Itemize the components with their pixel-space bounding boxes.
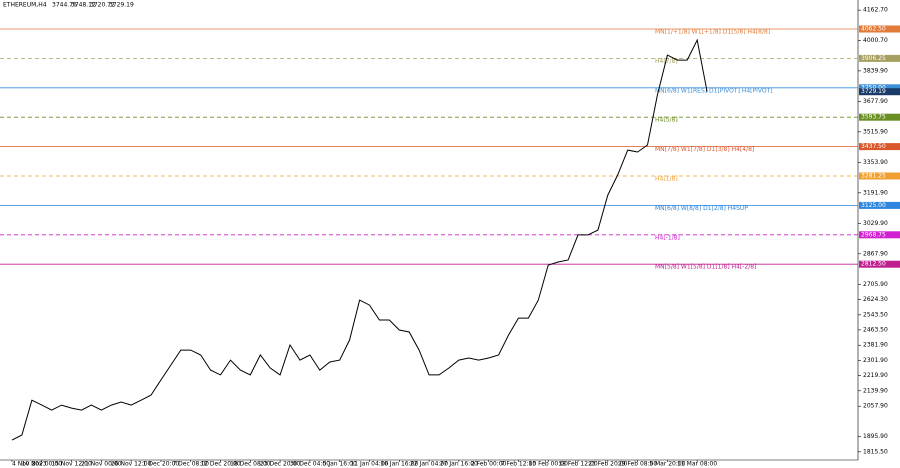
x-tick-label: 15 Nov 12:00 — [51, 461, 92, 468]
level-tag — [859, 84, 900, 92]
y-tick-label: 2381.90 — [863, 342, 888, 349]
x-tick-label: 7 Dec 08:00 — [172, 461, 209, 468]
x-tick-label: 27 Jan 16:00 — [440, 461, 478, 468]
y-tick-label: 3515.90 — [863, 128, 888, 135]
header: ETHEREUM,H4 3744.76 3748.12 3720.72 3729… — [3, 2, 134, 9]
level-tag — [859, 25, 900, 33]
level-tag — [859, 201, 900, 209]
x-tick-label: 23 Feb 20:00 — [588, 461, 628, 468]
y-tick-label: 3839.90 — [863, 67, 888, 74]
y-tick-label: 2543.50 — [863, 311, 888, 318]
level-tag — [859, 143, 900, 151]
level-tag-label: 3281.25 — [861, 173, 886, 180]
x-tick-label: 13 Feb 00:00 — [529, 461, 569, 468]
level-tag — [859, 260, 900, 268]
y-tick-label: 3353.90 — [863, 159, 888, 166]
x-tick-label: 7 Feb 12:00 — [501, 461, 537, 468]
level-tag-label: 4062.50 — [861, 25, 886, 32]
level-tag — [859, 54, 900, 62]
y-tick-label: 2705.90 — [863, 281, 888, 288]
y-tick-label: 2301.90 — [863, 357, 888, 364]
y-tick-label: 1895.90 — [863, 433, 888, 440]
level-tag — [859, 172, 900, 180]
y-tick-label: 2139.90 — [863, 387, 888, 394]
y-tick-label: 4000.70 — [863, 37, 888, 44]
x-tick-label: 1 Dec 20:00 — [143, 461, 180, 468]
price-line — [11, 38, 708, 441]
header-low: 3720.72 — [90, 2, 115, 9]
last-price-label: 3729.19 — [861, 88, 886, 95]
header-high: 3748.12 — [71, 2, 96, 9]
x-tick-label: 11 Jan 04:00 — [350, 461, 388, 468]
y-tick-label: 2463.50 — [863, 326, 888, 333]
level-tag-label: 3125.00 — [861, 202, 886, 209]
level-text: MN[5/8] W1[5/8] D1[1/8] H4[-2/8] — [655, 264, 756, 271]
header-close: 3729.19 — [109, 2, 134, 9]
y-tick-label: 3677.90 — [863, 98, 888, 105]
x-tick-label: 26 Nov 12:00 — [111, 461, 152, 468]
x-tick-label: 5 Jan 16:00 — [323, 461, 357, 468]
level-text: MN[7/8] W1[7/8] D1[3/8] H4[4/8] — [655, 146, 754, 153]
y-tick-label: 1815.50 — [863, 448, 888, 455]
x-tick-label: 16 Jan 16:00 — [380, 461, 418, 468]
x-tick-label: 23 Dec 20:00 — [260, 461, 301, 468]
x-tick-label: 10 Nov 00:00 — [22, 461, 63, 468]
y-tick-label: 2219.90 — [863, 372, 888, 379]
y-tick-label: 3191.90 — [863, 189, 888, 196]
x-tick-label: 11 Mar 08:00 — [677, 461, 717, 468]
x-tick-label: 22 Jan 04:00 — [410, 461, 448, 468]
x-tick-label: 18 Dec 08:00 — [230, 461, 271, 468]
header-symbol: ETHEREUM,H4 — [3, 2, 47, 9]
level-tag-label: 3437.50 — [861, 143, 886, 150]
level-text: MN[1/+1/8] W1[+1/8] D1[5/8] H4[8/8] — [655, 28, 770, 35]
x-tick-label: 5 Mar 20:00 — [649, 461, 685, 468]
y-tick-label: 2867.90 — [863, 250, 888, 257]
header-open: 3744.76 — [52, 2, 77, 9]
level-text: H4[-1/8] — [655, 234, 680, 241]
y-tick-label: 2624.30 — [863, 296, 888, 303]
x-tick-label: 21 Nov 00:00 — [81, 461, 122, 468]
x-tick-label: 12 Dec 20:00 — [200, 461, 241, 468]
x-tick-label: 30 Dec 04:00 — [290, 461, 331, 468]
level-tag-label: 2812.50 — [861, 261, 886, 268]
last-price-tag — [859, 88, 900, 96]
level-text: H4[1/8] — [655, 176, 678, 183]
x-tick-label: 29 Feb 08:00 — [618, 461, 658, 468]
level-text: MN[6/8] W1[RES] D1[PIVOT] H4[PIVOT] — [655, 87, 773, 94]
level-tag-label: 2968.75 — [861, 231, 886, 238]
x-tick-label: 18 Feb 12:00 — [558, 461, 598, 468]
y-tick-label: 2057.90 — [863, 403, 888, 410]
level-tag-label: 3750.00 — [861, 84, 886, 91]
level-tag-label: 3906.25 — [861, 55, 886, 62]
level-tag — [859, 113, 900, 121]
y-tick-label: 4162.70 — [863, 7, 888, 14]
level-text: H4[5/8] — [655, 117, 678, 124]
x-tick-label: 2 Feb 00:00 — [471, 461, 507, 468]
level-tag-label: 3593.75 — [861, 114, 886, 121]
level-tag — [859, 231, 900, 239]
x-tick-label: 4 Nov 2023 — [12, 461, 47, 468]
y-tick-label: 3029.90 — [863, 220, 888, 227]
level-text: MN[6/8] W[8/8] D1[2/8] H4SUP — [655, 205, 748, 212]
